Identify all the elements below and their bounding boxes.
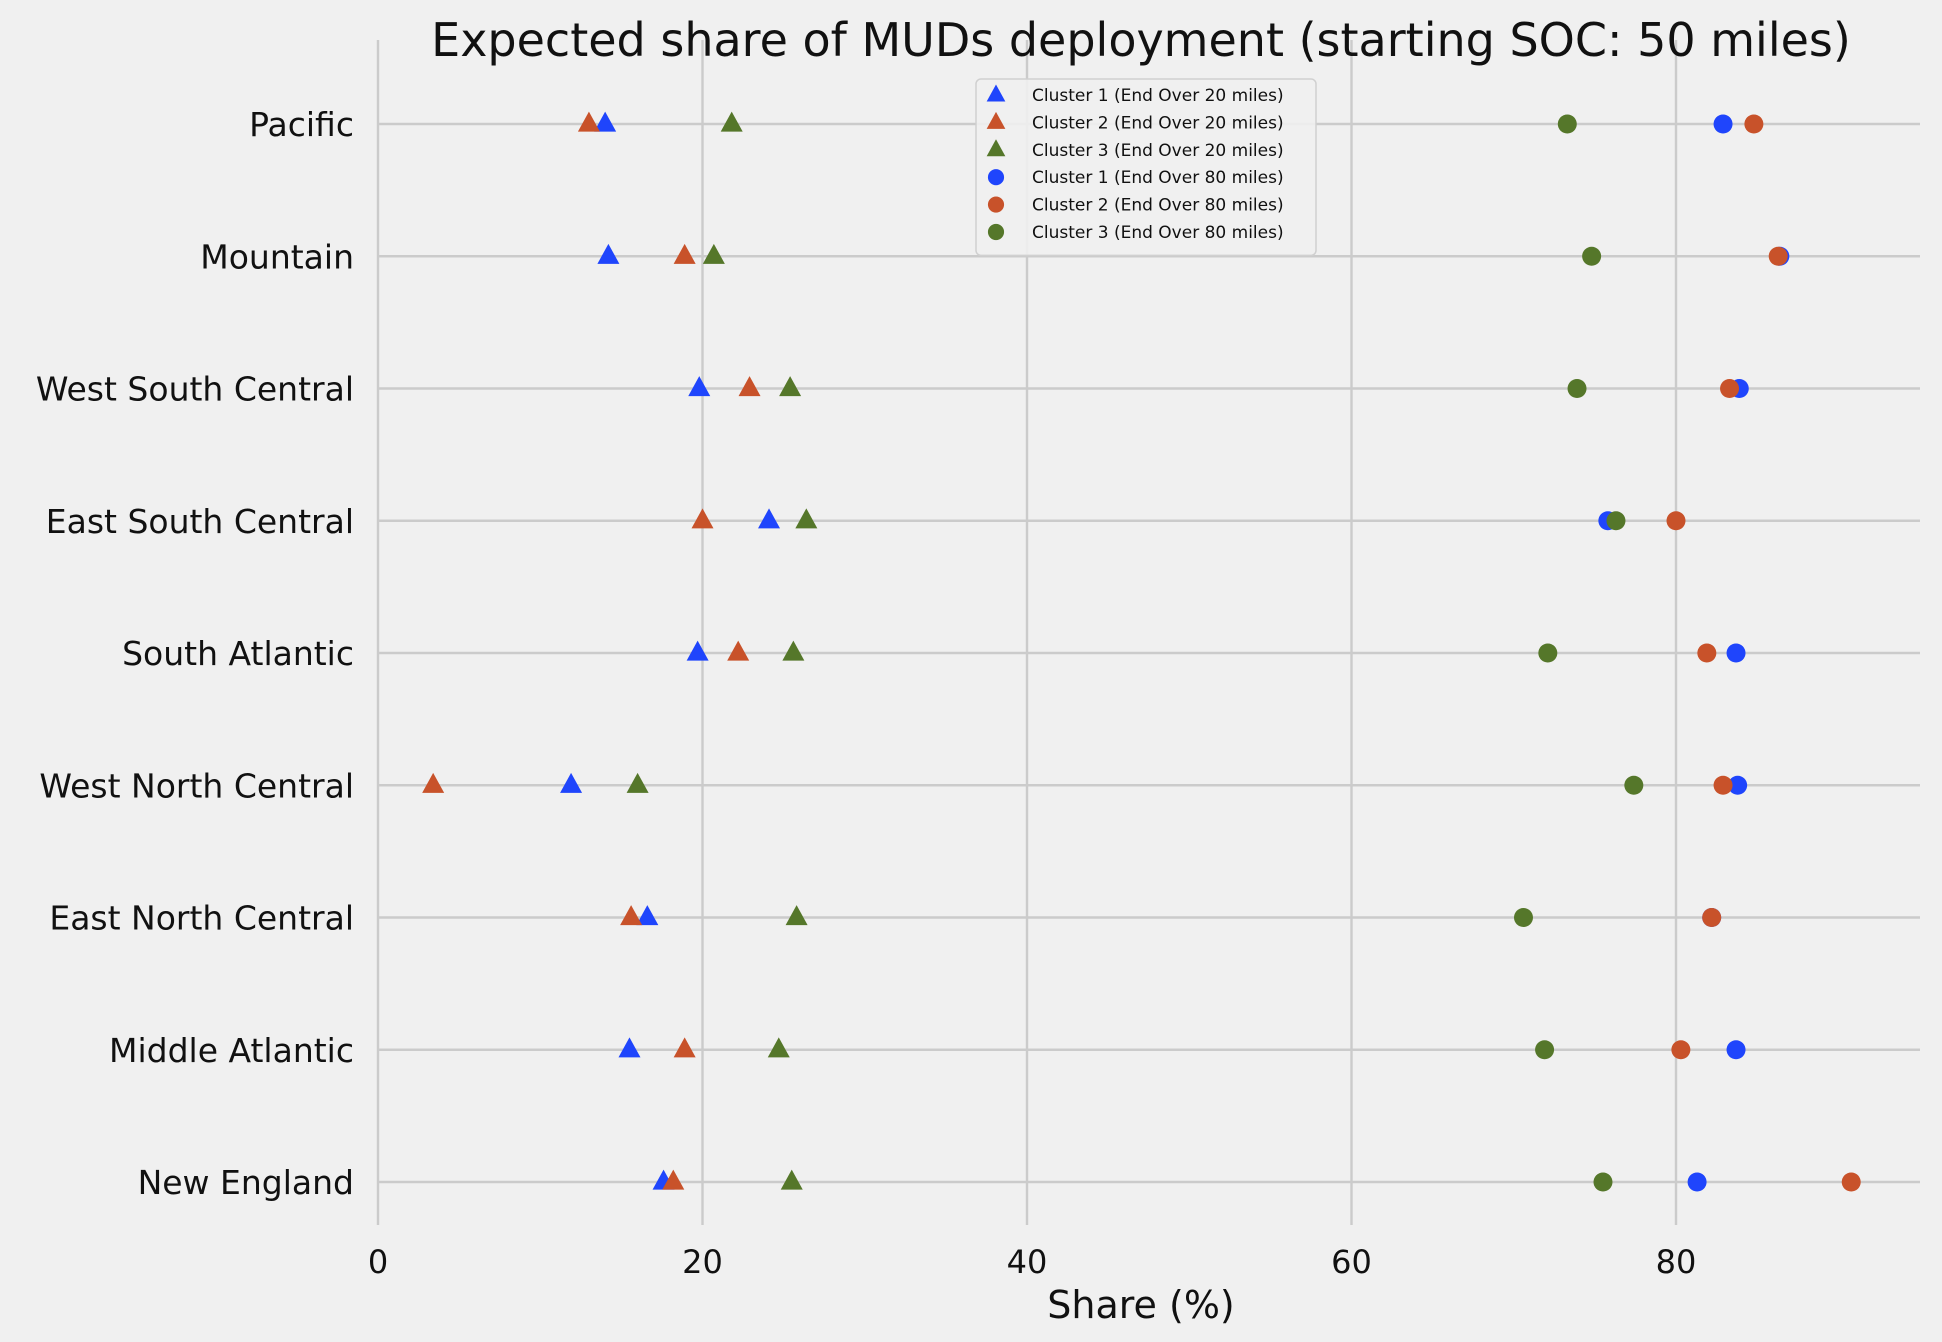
y-tick-label: Middle Atlantic [109,1031,354,1070]
marker-triangle-series-2-east-north-central [620,905,643,926]
marker-triangle-series-1-pacific [594,111,617,132]
marker-triangle-series-1-middle-atlantic [618,1037,641,1058]
marker-triangle-series-1-south-atlantic [686,640,709,661]
marker-triangle-series-3-west-north-central [626,772,649,793]
marker-triangle-series-3-west-south-central [779,376,802,397]
legend-label: Cluster 1 (End Over 20 miles) [1032,86,1284,106]
tick-layer: 0 20 40 60 80 Pacific Mountain West South Centr… [36,105,1697,1281]
marker-triangle-series-3-new-england [780,1169,803,1190]
marker-triangle-series-1-mountain [597,243,620,264]
y-tick-label: East South Central [46,502,354,541]
marker-triangle-series-1-west-north-central [560,772,583,793]
legend-label: Cluster 3 (End Over 80 miles) [1032,223,1284,243]
x-tick-label: 60 [1331,1243,1372,1281]
x-tick-label: 80 [1656,1243,1697,1281]
marker-circle-series-6-east-south-central [1606,511,1626,531]
marker-triangle-series-2-pacific [577,111,600,132]
y-tick-label: South Atlantic [122,634,354,673]
marker-triangle-series-1-east-north-central [636,905,659,926]
marker-triangle-series-3-south-atlantic [782,640,805,661]
legend-label: Cluster 2 (End Over 80 miles) [1032,196,1284,216]
legend-marker-triangle [986,111,1006,129]
chart-title: Expected share of MUDs deployment (start… [431,13,1851,67]
marker-circle-series-5-south-atlantic [1697,643,1717,663]
marker-triangle-series-2-south-atlantic [727,640,750,661]
marker-circle-series-6-middle-atlantic [1535,1040,1555,1060]
marker-circle-series-5-east-north-central [1702,908,1722,927]
marker-circle-series-4-west-north-central [1728,775,1748,795]
x-tick-label: 20 [682,1243,723,1281]
legend-marker-triangle [986,84,1006,102]
marker-triangle-series-3-east-north-central [785,905,808,926]
y-tick-label: Mountain [200,237,354,276]
marker-triangle-series-3-middle-atlantic [767,1037,790,1058]
y-tick-label: New England [138,1163,354,1202]
marker-layer [422,111,1861,1192]
y-tick-label: West South Central [36,370,354,409]
legend: Cluster 1 (End Over 20 miles) Cluster 2 (… [975,78,1317,257]
marker-circle-series-4-new-england [1687,1172,1707,1192]
legend-label: Cluster 1 (End Over 80 miles) [1032,168,1284,188]
marker-circle-series-6-east-north-central [1513,908,1533,927]
legend-marker-circle [987,223,1005,241]
legend-marker-circle [987,196,1005,213]
marker-circle-series-6-new-england [1593,1172,1613,1192]
marker-triangle-series-3-mountain [702,243,725,264]
marker-triangle-series-2-middle-atlantic [673,1037,696,1058]
y-tick-label: West North Central [39,766,354,805]
marker-triangle-series-2-east-south-central [691,508,714,529]
legend-label: Cluster 2 (End Over 20 miles) [1032,113,1284,133]
marker-circle-series-4-south-atlantic [1726,643,1746,663]
y-tick-label: Pacific [249,105,354,144]
marker-circle-series-6-west-north-central [1624,775,1644,795]
marker-circle-series-5-east-south-central [1666,511,1686,531]
y-tick-label: East North Central [49,899,354,938]
x-tick-label: 0 [368,1243,388,1281]
marker-triangle-series-3-east-south-central [795,508,818,529]
marker-triangle-series-1-east-south-central [758,508,781,529]
marker-triangle-series-2-west-north-central [422,772,445,793]
marker-circle-series-6-south-atlantic [1538,643,1558,663]
marker-circle-series-5-new-england [1841,1172,1861,1192]
marker-circle-series-4-middle-atlantic [1726,1040,1746,1060]
marker-triangle-series-3-pacific [720,111,743,132]
marker-circle-series-6-pacific [1557,114,1577,134]
marker-circle-series-6-west-south-central [1567,379,1587,398]
marker-circle-series-5-middle-atlantic [1671,1040,1691,1060]
marker-circle-series-5-pacific [1744,114,1764,134]
legend-box [975,78,1317,257]
legend-marker-circle [987,169,1005,186]
marker-triangle-series-2-mountain [673,243,696,264]
legend-label: Cluster 3 (End Over 20 miles) [1032,141,1284,161]
marker-triangle-series-1-west-south-central [688,376,711,397]
marker-circle-series-5-west-south-central [1720,379,1740,398]
marker-circle-series-5-mountain [1768,246,1788,266]
marker-circle-series-4-pacific [1713,114,1733,134]
x-tick-label: 40 [1007,1243,1048,1281]
marker-triangle-series-2-west-south-central [738,376,761,397]
marker-triangle-series-2-new-england [662,1169,685,1190]
legend-marker-triangle [986,139,1006,157]
marker-circle-series-6-mountain [1582,246,1602,266]
marker-circle-series-5-west-north-central [1713,775,1733,795]
x-axis-label: Share (%) [1047,1283,1235,1327]
